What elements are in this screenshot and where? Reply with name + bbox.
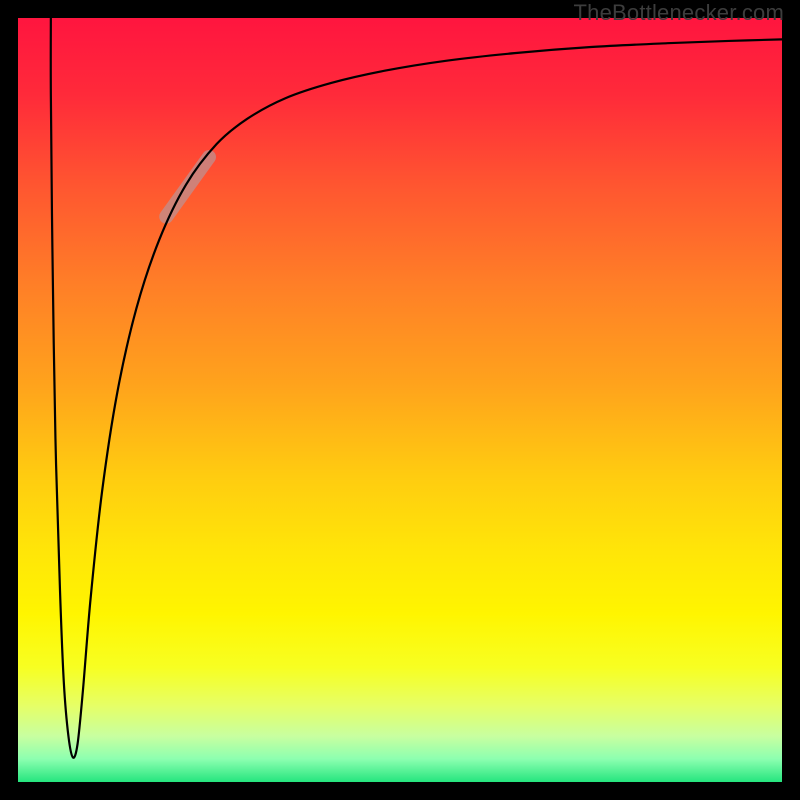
curve-layer: [0, 0, 800, 800]
bottleneck-curve: [51, 18, 782, 758]
watermark-text: TheBottlenecker.com: [574, 0, 784, 26]
chart-canvas: TheBottlenecker.com: [0, 0, 800, 800]
